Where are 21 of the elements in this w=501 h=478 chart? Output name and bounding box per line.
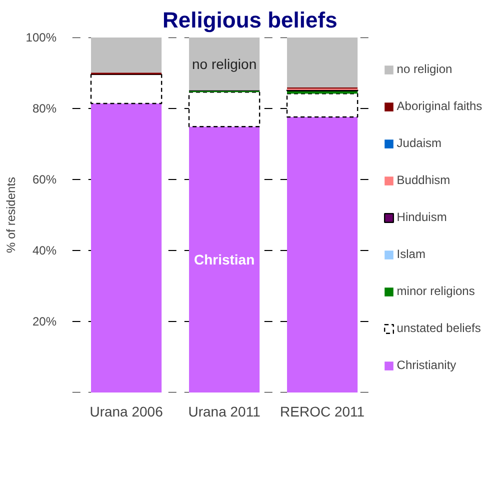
legend-label: Buddhism [396,173,450,187]
chart-title: Religious beliefs [162,8,338,32]
y-tick-label: 80% [32,102,57,116]
y-tick-label: 60% [32,172,57,186]
legend-label: Christianity [396,358,456,372]
y-tick-label: 40% [32,244,57,258]
legend-label: Aboriginal faiths [396,99,482,113]
y-tick-label: 20% [32,314,57,328]
legend-label: no religion [396,62,452,76]
annotation: no religion [192,56,257,72]
legend-label: unstated beliefs [396,321,481,335]
annotation: Christian [194,252,255,268]
legend-label: Judaism [396,136,442,150]
legend-label: minor religions [396,284,475,298]
x-tick-label: Urana 2006 [90,404,164,420]
legend-label: Islam [396,247,426,261]
y-axis-title: % of residents [4,176,18,254]
x-tick-label: REROC 2011 [280,404,365,420]
x-tick-label: Urana 2011 [188,404,261,420]
y-tick-label: 100% [26,30,57,44]
legend-label: Hinduism [396,210,447,224]
